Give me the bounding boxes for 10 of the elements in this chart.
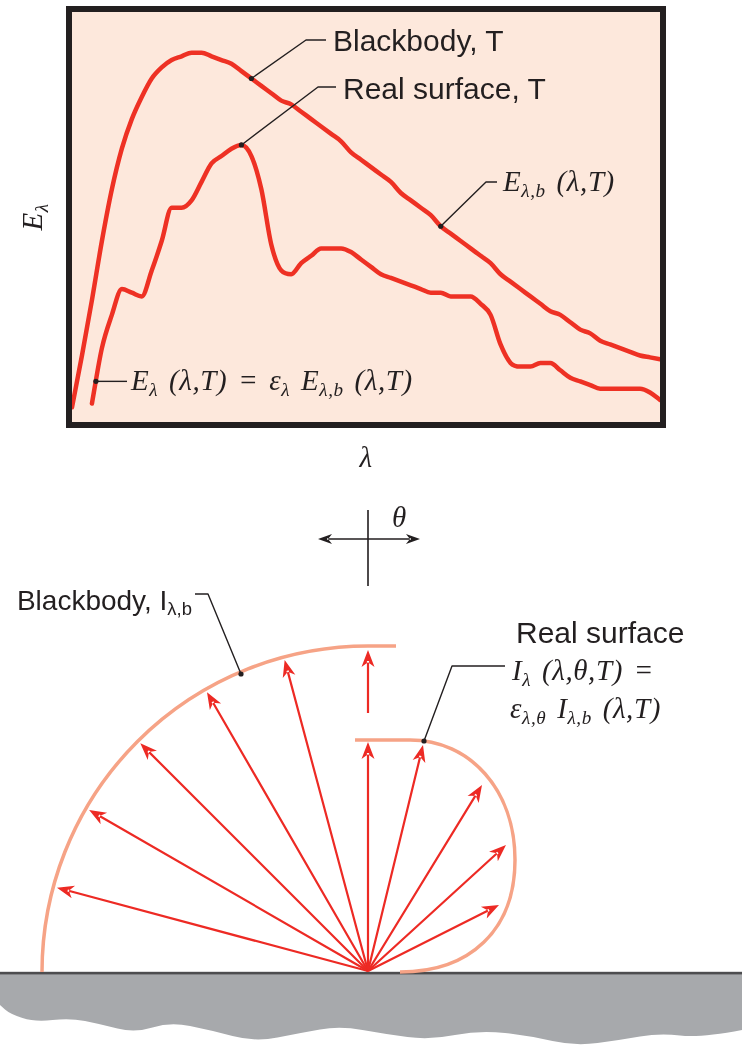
text: Blackbody, I$_{λ,b}$ bbox=[16, 584, 192, 620]
text: Real surface, T bbox=[343, 71, 546, 105]
x-axis-title: λ bbox=[359, 441, 373, 474]
text: θ bbox=[392, 501, 407, 534]
text: Real surface bbox=[516, 615, 685, 649]
text: ε$_{λ,θ}$ I$_{λ,b}$ (λ,T) bbox=[510, 692, 661, 728]
annotation: E$_{λ}$ (λ,T) = ε$_{λ}$ E$_{λ,b}$ (λ,T) bbox=[131, 364, 413, 401]
text: Blackbody, T bbox=[333, 23, 504, 57]
annotation: E$_{λ,b}$ (λ,T) bbox=[503, 165, 615, 201]
text: I$_{λ}$ (λ,θ,T) = bbox=[512, 654, 654, 690]
